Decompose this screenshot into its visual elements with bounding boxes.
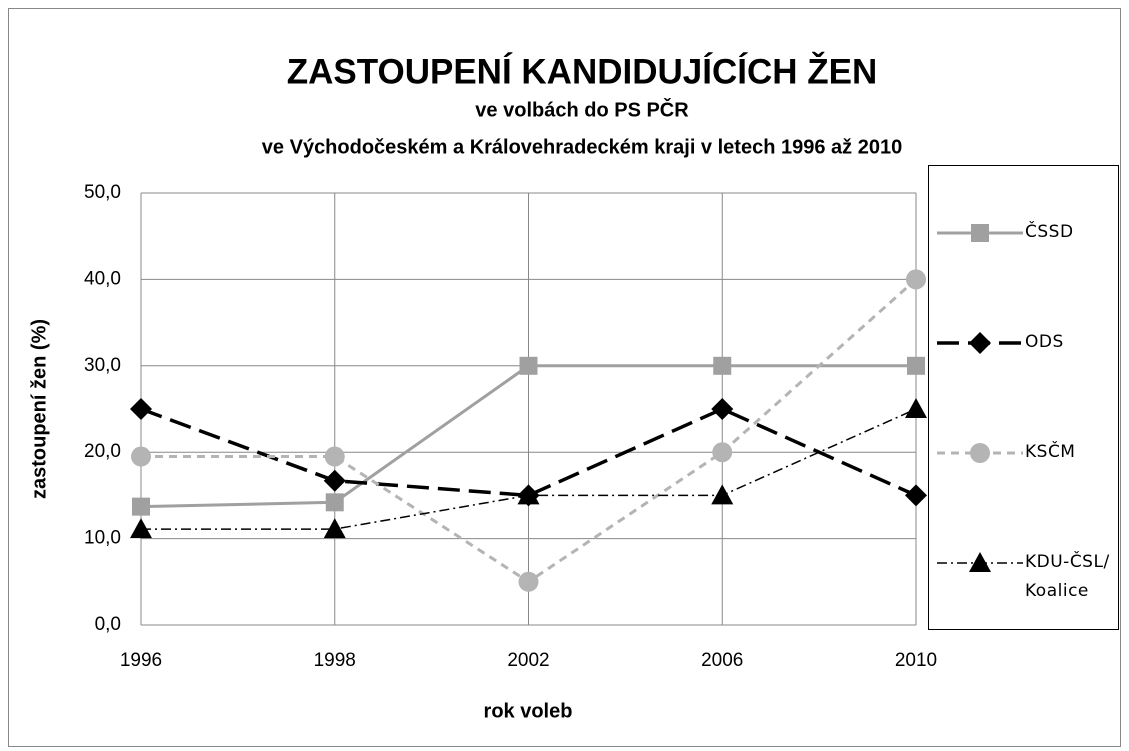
marker bbox=[132, 497, 150, 516]
marker bbox=[969, 552, 991, 572]
legend-label: KDU-ČSL/ Koalice bbox=[1025, 552, 1110, 601]
legend: ČSSD ODS KSČM KDU-ČSL/ Koalice bbox=[928, 165, 1119, 630]
x-tick-label: 1998 bbox=[314, 650, 356, 671]
chart-subtitle: ve volbách do PS PČR bbox=[475, 97, 689, 121]
marker bbox=[131, 446, 151, 467]
marker bbox=[905, 398, 927, 418]
marker bbox=[711, 398, 734, 420]
marker bbox=[969, 332, 991, 354]
marker bbox=[519, 356, 538, 375]
y-tick-label: 20,0 bbox=[84, 441, 121, 462]
marker bbox=[323, 469, 346, 492]
marker bbox=[971, 224, 989, 242]
y-tick-label: 30,0 bbox=[84, 355, 121, 376]
y-tick-label: 40,0 bbox=[84, 268, 121, 289]
legend-swatch bbox=[937, 443, 1023, 463]
legend-swatch bbox=[937, 552, 1023, 572]
x-tick-label: 1996 bbox=[120, 650, 162, 671]
marker bbox=[905, 484, 927, 507]
legend-entry: KSČM bbox=[929, 438, 1119, 498]
marker bbox=[323, 518, 346, 539]
legend-label: ODS bbox=[1025, 332, 1064, 352]
legend-swatch bbox=[937, 332, 1023, 354]
legend-label: KSČM bbox=[1025, 442, 1076, 462]
series-line bbox=[141, 408, 917, 530]
marker bbox=[130, 518, 152, 539]
marker bbox=[907, 356, 925, 375]
marker bbox=[325, 493, 344, 512]
marker bbox=[970, 443, 990, 463]
chart-subtitle: ve Východočeském a Královehradeckém kraj… bbox=[262, 136, 902, 158]
marker bbox=[518, 571, 539, 592]
marker bbox=[130, 398, 152, 420]
x-axis-title: rok voleb bbox=[484, 700, 573, 722]
marker bbox=[906, 269, 926, 290]
chart-title: ZASTOUPENÍ KANDIDUJÍCÍCH ŽEN bbox=[287, 51, 878, 91]
x-tick-label: 2006 bbox=[701, 650, 743, 671]
marker bbox=[713, 356, 732, 375]
legend-entry: ČSSD bbox=[929, 218, 1119, 278]
y-tick-label: 0,0 bbox=[95, 614, 121, 635]
legend-entry: ODS bbox=[929, 328, 1119, 388]
marker bbox=[711, 484, 734, 505]
marker bbox=[324, 446, 345, 467]
marker bbox=[517, 484, 540, 505]
marker bbox=[712, 442, 733, 463]
legend-swatch bbox=[937, 224, 1023, 242]
x-tick-label: 2002 bbox=[507, 650, 549, 671]
y-axis-title: zastoupení žen (%) bbox=[28, 319, 50, 499]
x-tick-label: 2010 bbox=[895, 650, 937, 671]
y-tick-label: 10,0 bbox=[84, 528, 121, 549]
y-tick-label: 50,0 bbox=[84, 182, 121, 203]
legend-label: ČSSD bbox=[1025, 222, 1074, 242]
legend-entry: KDU-ČSL/ Koalice bbox=[929, 548, 1119, 608]
